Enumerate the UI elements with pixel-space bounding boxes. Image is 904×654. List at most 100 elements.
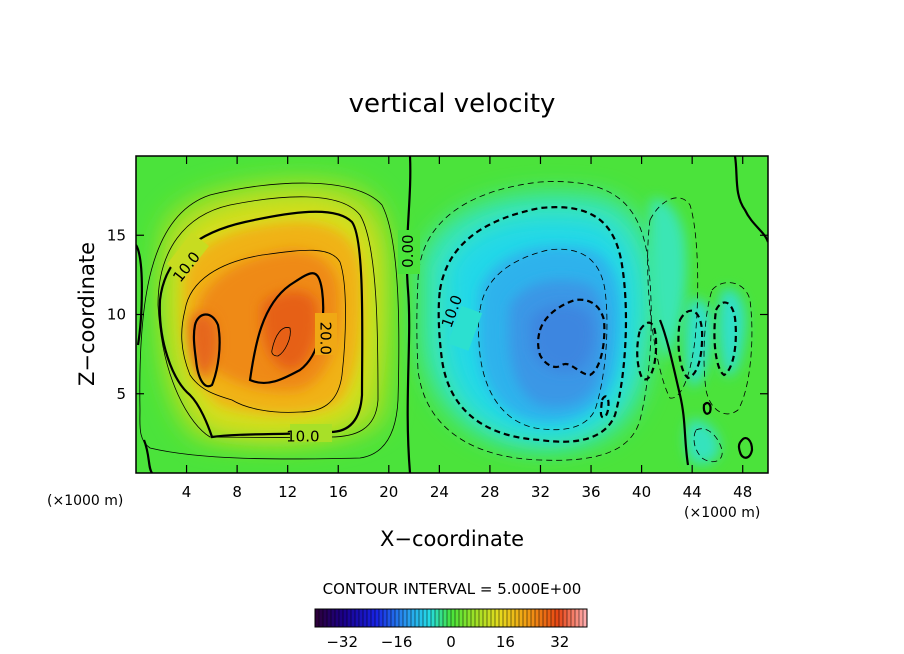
colorbar-swatch (527, 609, 532, 627)
contour-label: 0.00 (399, 234, 417, 267)
colorbar-swatch (511, 609, 516, 627)
colorbar-swatch (547, 609, 552, 627)
x-axis: 4 8 12 16 20 24 28 32 36 40 44 48 (182, 156, 752, 501)
x-unit-label-left: (×1000 m) (47, 493, 123, 509)
colorbar-swatch (351, 609, 356, 627)
colorbar-tick-label: −16 (381, 633, 413, 651)
y-tick-label: 15 (107, 226, 126, 244)
colorbar-swatch (523, 609, 528, 627)
colorbar-swatch (519, 609, 524, 627)
colorbar-swatch (371, 609, 376, 627)
colorbar-swatch (447, 609, 452, 627)
x-tick-label: 16 (329, 483, 348, 501)
colorbar-swatch (315, 609, 320, 627)
colorbar-swatch (367, 609, 372, 627)
colorbar-swatch (379, 609, 384, 627)
colorbar-swatch (467, 609, 472, 627)
colorbar-swatch (479, 609, 484, 627)
colorbar-swatch (319, 609, 324, 627)
colorbar-swatch (571, 609, 576, 627)
x-tick-label: 4 (182, 483, 192, 501)
colorbar-swatch (503, 609, 508, 627)
updraft-contours (139, 182, 400, 460)
colorbar-swatch (343, 609, 348, 627)
colorbar-swatch (391, 609, 396, 627)
colorbar-swatch (475, 609, 480, 627)
colorbar-swatch (323, 609, 328, 627)
contour-interval: CONTOUR INTERVAL = 5.000E+00 (323, 580, 582, 598)
y-axis-title: Z−coordinate (75, 242, 99, 386)
colorbar-swatch (383, 609, 388, 627)
x-tick-label: 24 (430, 483, 449, 501)
colorbar-swatch (567, 609, 572, 627)
colorbar-swatch (431, 609, 436, 627)
colorbar-swatch (423, 609, 428, 627)
colorbar-swatch (459, 609, 464, 627)
x-tick-label: 40 (632, 483, 651, 501)
colorbar-swatch (335, 609, 340, 627)
colorbar-swatch (331, 609, 336, 627)
colorbar-swatch (399, 609, 404, 627)
colorbar-swatch (439, 609, 444, 627)
colorbar-swatch (563, 609, 568, 627)
colorbar-swatch (451, 609, 456, 627)
colorbar-swatch (443, 609, 448, 627)
colorbar-swatch (407, 609, 412, 627)
colorbar-swatch (327, 609, 332, 627)
x-unit-label-right: (×1000 m) (684, 505, 760, 521)
colorbar-swatch (539, 609, 544, 627)
colorbar-swatch (435, 609, 440, 627)
contour-label: 20.0 (317, 322, 335, 355)
colorbar-swatch (359, 609, 364, 627)
colorbar-swatch (531, 609, 536, 627)
colorbar-swatch (403, 609, 408, 627)
colorbar-swatch (375, 609, 380, 627)
x-tick-label: 12 (278, 483, 297, 501)
colorbar-swatch (347, 609, 352, 627)
colorbar-swatch (491, 609, 496, 627)
contour-label-backgrounds (167, 230, 483, 442)
downdraft-contours (416, 181, 753, 463)
colorbar-swatch (463, 609, 468, 627)
colorbar-swatch (471, 609, 476, 627)
colorbar-swatch (551, 609, 556, 627)
colorbar-swatch (575, 609, 580, 627)
colorbar-swatch (363, 609, 368, 627)
x-axis-title: X−coordinate (380, 527, 524, 551)
colorbar-swatch (559, 609, 564, 627)
x-tick-label: 48 (733, 483, 752, 501)
y-tick-label: 10 (107, 306, 126, 324)
colorbar-swatch (455, 609, 460, 627)
colorbar-swatch (535, 609, 540, 627)
colorbar-swatch (339, 609, 344, 627)
zero-contours (136, 156, 768, 473)
colorbar-tick-label: 0 (446, 633, 456, 651)
colorbar-swatch (411, 609, 416, 627)
x-tick-label: 28 (480, 483, 499, 501)
x-tick-label: 36 (581, 483, 600, 501)
colorbar-swatch (515, 609, 520, 627)
colorbar-swatch (395, 609, 400, 627)
x-tick-label: 20 (379, 483, 398, 501)
colorbar: −32 −16 0 16 32 (314, 608, 588, 651)
colorbar-swatch (483, 609, 488, 627)
colorbar-swatch (583, 609, 588, 627)
contour-label: 10.0 (286, 428, 319, 446)
colorbar-tick-label: 32 (550, 633, 569, 651)
chart-title: vertical velocity (349, 89, 556, 119)
colorbar-swatch (499, 609, 504, 627)
colorbar-swatch (419, 609, 424, 627)
y-tick-label: 5 (116, 385, 126, 403)
colorbar-tick-label: 16 (496, 633, 515, 651)
y-axis: 5 10 15 (107, 226, 768, 403)
colorbar-tick-label: −32 (326, 633, 358, 651)
x-tick-label: 8 (232, 483, 242, 501)
colorbar-swatch (543, 609, 548, 627)
colorbar-swatch (487, 609, 492, 627)
colorbar-swatch (415, 609, 420, 627)
updraft-shading (156, 178, 393, 446)
colorbar-swatch (579, 609, 584, 627)
colorbar-swatch (387, 609, 392, 627)
plot-area (136, 156, 768, 473)
